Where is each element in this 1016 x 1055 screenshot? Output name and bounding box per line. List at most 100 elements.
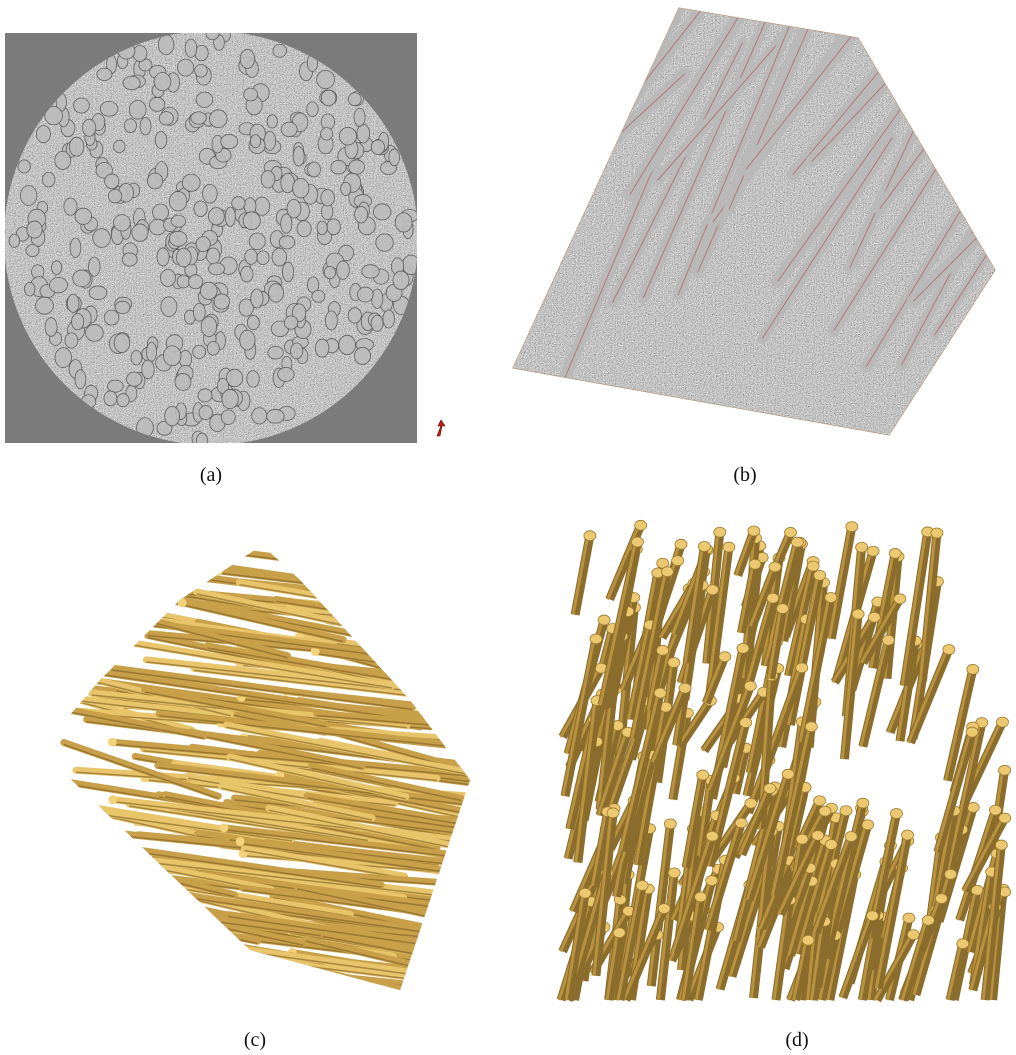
texture: [271, 247, 288, 267]
texture: [122, 75, 141, 91]
texture: [797, 596, 836, 743]
texture: [596, 731, 628, 816]
texture: [95, 162, 113, 179]
texture: [24, 281, 36, 297]
texture: [134, 959, 351, 990]
texture: [670, 835, 712, 955]
texture: [257, 989, 470, 990]
texture: [583, 530, 597, 542]
texture: [56, 886, 66, 896]
texture: [743, 680, 757, 692]
texture: [899, 531, 933, 687]
texture: [96, 67, 113, 81]
texture: [790, 536, 804, 548]
texture: [657, 32, 788, 181]
texture: [733, 529, 759, 577]
texture: [42, 171, 56, 188]
texture: [248, 232, 266, 251]
texture: [340, 181, 352, 196]
texture: [266, 409, 285, 424]
texture: [181, 173, 201, 192]
texture: [646, 650, 663, 711]
texture: [240, 844, 409, 880]
texture: [656, 644, 670, 656]
texture: [811, 830, 825, 841]
texture: [757, 132, 898, 344]
texture: [184, 38, 198, 58]
texture: [944, 669, 973, 781]
texture: [171, 889, 181, 899]
texture: [154, 762, 470, 813]
texture: [866, 545, 880, 557]
texture: [718, 651, 732, 663]
texture: [934, 893, 948, 904]
texture: [570, 534, 595, 616]
texture: [310, 646, 320, 656]
texture: [621, 906, 669, 1002]
texture: [840, 613, 858, 760]
texture: [320, 127, 334, 141]
texture: [824, 839, 838, 850]
texture: [51, 260, 63, 275]
texture: [682, 545, 709, 664]
texture: [92, 228, 111, 248]
texture: [703, 821, 746, 932]
texture: [677, 8, 809, 296]
texture: [375, 233, 394, 252]
texture: [776, 833, 822, 917]
texture: [777, 834, 818, 916]
texture: [631, 536, 644, 548]
texture: [192, 302, 206, 322]
texture: [615, 884, 647, 1001]
texture: [111, 995, 464, 1048]
texture: [231, 196, 246, 211]
texture: [858, 639, 893, 748]
texture: [795, 662, 809, 674]
texture: [193, 200, 208, 217]
texture: [839, 805, 853, 817]
texture: [607, 37, 748, 308]
texture: [873, 834, 912, 990]
texture: [127, 849, 382, 888]
texture: [694, 891, 708, 903]
texture: [962, 817, 1005, 892]
texture: [307, 762, 465, 802]
texture: [771, 92, 915, 289]
panel-label: (d): [785, 1029, 808, 1051]
texture: [139, 117, 152, 136]
texture: [626, 624, 655, 721]
texture: [727, 865, 771, 978]
texture: [728, 866, 766, 977]
texture: [326, 218, 341, 236]
texture: [371, 288, 384, 309]
texture: [286, 198, 302, 219]
texture: [221, 389, 239, 410]
texture: [766, 592, 780, 604]
texture: [702, 655, 729, 705]
texture: [272, 43, 287, 58]
texture: [844, 831, 858, 842]
texture: [696, 769, 710, 781]
texture: [68, 136, 85, 157]
texture: [767, 608, 783, 679]
texture: [859, 598, 900, 664]
texture: [54, 347, 72, 368]
texture: [124, 638, 396, 690]
texture: [813, 569, 827, 581]
texture: [998, 764, 1011, 776]
texture: [93, 917, 103, 927]
texture: [697, 541, 711, 552]
texture: [115, 971, 470, 990]
texture: [48, 978, 257, 990]
texture: [8, 233, 21, 248]
texture: [564, 892, 585, 1000]
texture: [120, 858, 464, 900]
texture: [934, 731, 972, 853]
texture: [320, 89, 337, 107]
texture: [918, 532, 937, 682]
texture: [872, 932, 918, 1003]
texture: [328, 585, 470, 636]
texture: [160, 879, 170, 889]
texture: [354, 346, 371, 365]
texture: [705, 830, 719, 842]
